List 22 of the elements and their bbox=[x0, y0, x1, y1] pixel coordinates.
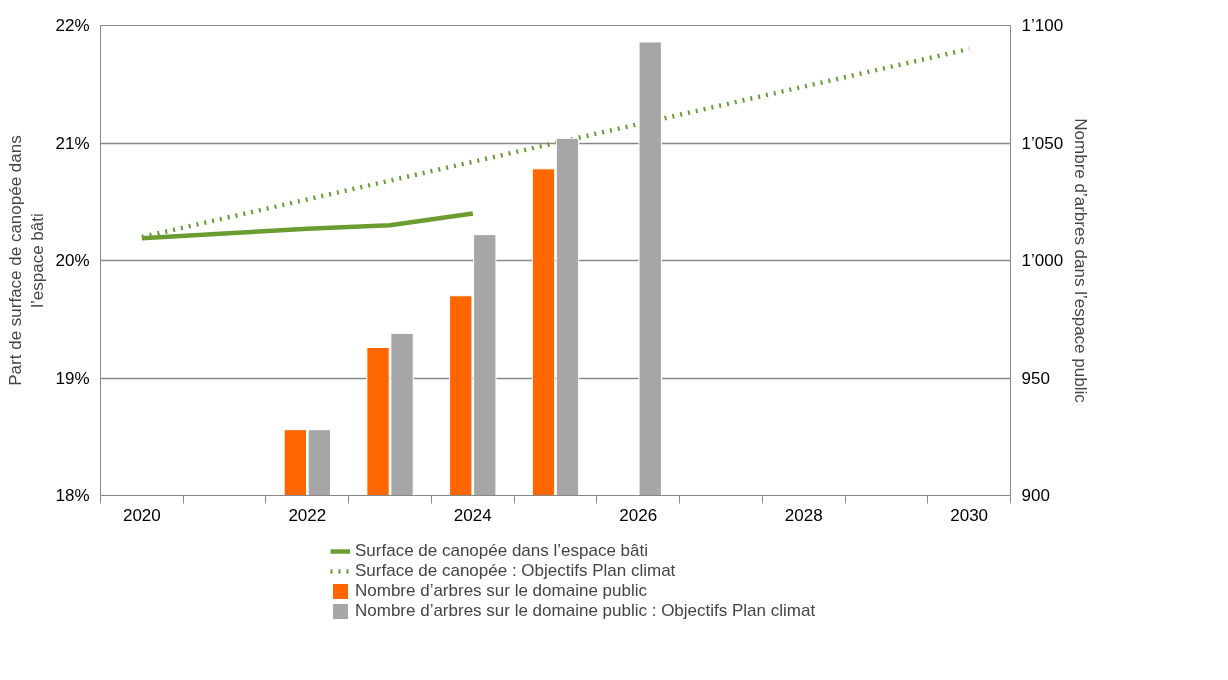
y2-tick-label: 1’100 bbox=[1021, 16, 1064, 35]
y-tick-label: 21% bbox=[55, 133, 90, 153]
x-tick-label: 2024 bbox=[453, 505, 492, 525]
y-axis-title: Part de surface de canopée dans l’espace bâti bbox=[5, 135, 48, 386]
y-tick-label: 19% bbox=[55, 368, 90, 388]
y2-tick-label: 950 bbox=[1021, 368, 1050, 388]
y-tick-label: 18% bbox=[55, 486, 90, 505]
legend-label: Nombre d’arbres sur le domaine public bbox=[355, 581, 647, 601]
x-tick-label: 2030 bbox=[950, 505, 989, 525]
y2-axis-title: Nombre d’arbres dans l’espace public bbox=[1071, 118, 1091, 404]
y2-tick-label: 1’000 bbox=[1021, 251, 1064, 270]
x-tick-label: 2026 bbox=[619, 505, 658, 525]
y-tick-label: 20% bbox=[55, 251, 90, 270]
legend-label: Surface de canopée : Objectifs Plan climat bbox=[355, 561, 676, 581]
x-tick-label: 2022 bbox=[288, 505, 327, 525]
y2-tick-label: 900 bbox=[1021, 486, 1050, 505]
x-tick-label: 2020 bbox=[122, 505, 161, 525]
y2-tick-label: 1’050 bbox=[1021, 133, 1064, 153]
legend-label: Surface de canopée dans l’espace bâti bbox=[355, 541, 648, 561]
legend-label: Nombre d’arbres sur le domaine public : Objectifs Plan climat bbox=[355, 601, 816, 621]
x-tick-label: 2028 bbox=[784, 505, 823, 525]
y-tick-label: 22% bbox=[55, 16, 90, 35]
